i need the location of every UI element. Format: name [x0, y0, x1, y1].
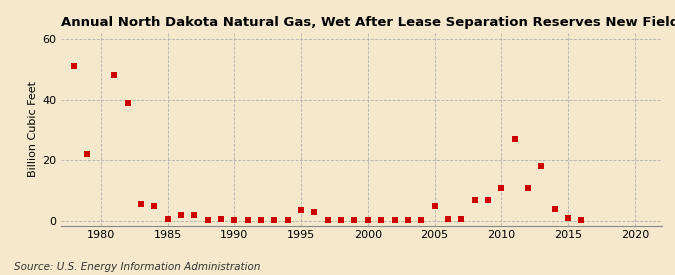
Point — [323, 218, 333, 222]
Point — [176, 213, 186, 217]
Point — [122, 101, 133, 105]
Point — [109, 73, 119, 78]
Point — [349, 218, 360, 222]
Point — [576, 218, 587, 222]
Point — [256, 218, 267, 222]
Point — [376, 218, 387, 222]
Point — [162, 216, 173, 221]
Text: Source: U.S. Energy Information Administration: Source: U.S. Energy Information Administ… — [14, 262, 260, 272]
Point — [536, 164, 547, 169]
Y-axis label: Billion Cubic Feet: Billion Cubic Feet — [28, 81, 38, 177]
Point — [509, 137, 520, 141]
Point — [496, 185, 507, 190]
Point — [335, 218, 346, 222]
Point — [402, 218, 413, 222]
Point — [456, 216, 466, 221]
Point — [69, 64, 80, 68]
Point — [82, 152, 93, 156]
Point — [309, 210, 320, 214]
Point — [202, 218, 213, 222]
Point — [229, 218, 240, 222]
Point — [148, 204, 159, 208]
Point — [269, 218, 279, 222]
Point — [416, 218, 427, 222]
Point — [296, 208, 306, 213]
Point — [362, 218, 373, 222]
Point — [549, 207, 560, 211]
Point — [483, 197, 493, 202]
Point — [443, 216, 454, 221]
Point — [429, 204, 440, 208]
Point — [389, 218, 400, 222]
Point — [282, 218, 293, 222]
Point — [242, 218, 253, 222]
Point — [189, 213, 200, 217]
Point — [215, 216, 226, 221]
Point — [522, 185, 533, 190]
Point — [136, 202, 146, 207]
Point — [563, 216, 574, 220]
Point — [469, 197, 480, 202]
Text: Annual North Dakota Natural Gas, Wet After Lease Separation Reserves New Field D: Annual North Dakota Natural Gas, Wet Aft… — [61, 16, 675, 29]
